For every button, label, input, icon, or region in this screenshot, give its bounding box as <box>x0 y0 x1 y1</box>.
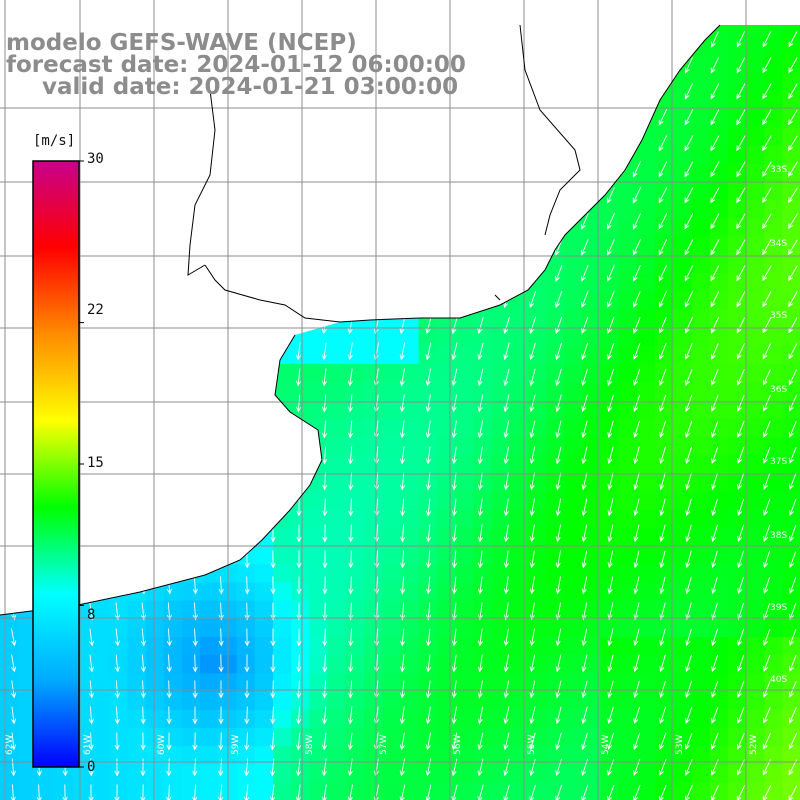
latitude-label: 38S <box>770 531 787 541</box>
longitude-label: 54W <box>601 735 611 755</box>
coastline <box>0 24 721 616</box>
longitude-label: 61W <box>83 735 93 755</box>
title-valid-date: valid date: 2024-01-21 03:00:00 <box>42 74 459 100</box>
colorbar-tick-15: 15 <box>87 455 104 471</box>
colorbar-unit-label: [m/s] <box>33 133 76 149</box>
colorbar-tick-8: 8 <box>87 607 96 623</box>
colorbar-tick-30: 30 <box>87 151 104 167</box>
latitude-label: 34S <box>770 239 787 249</box>
longitude-label: 59W <box>231 735 241 755</box>
longitude-label: 62W <box>5 735 15 755</box>
latitude-label: 37S <box>770 457 787 467</box>
colorbar <box>32 160 84 768</box>
latitude-label: 33S <box>770 165 787 175</box>
longitude-label: 60W <box>157 735 167 755</box>
latitude-label: 35S <box>770 311 787 321</box>
longitude-label: 55W <box>527 735 537 755</box>
colorbar-tick-22: 22 <box>87 302 104 318</box>
longitude-label: 56W <box>453 735 463 755</box>
latitude-label: 40S <box>770 675 787 685</box>
title-forecast-date: forecast date: 2024-01-12 06:00:00 <box>6 52 466 78</box>
longitude-label: 57W <box>379 735 389 755</box>
title-model: modelo GEFS-WAVE (NCEP) <box>6 30 357 56</box>
longitude-label: 53W <box>675 735 685 755</box>
longitude-label: 52W <box>749 735 759 755</box>
colorbar-tick-0: 0 <box>87 759 96 775</box>
latitude-label: 39S <box>770 603 787 613</box>
longitude-label: 58W <box>305 735 315 755</box>
latitude-label: 36S <box>770 385 787 395</box>
